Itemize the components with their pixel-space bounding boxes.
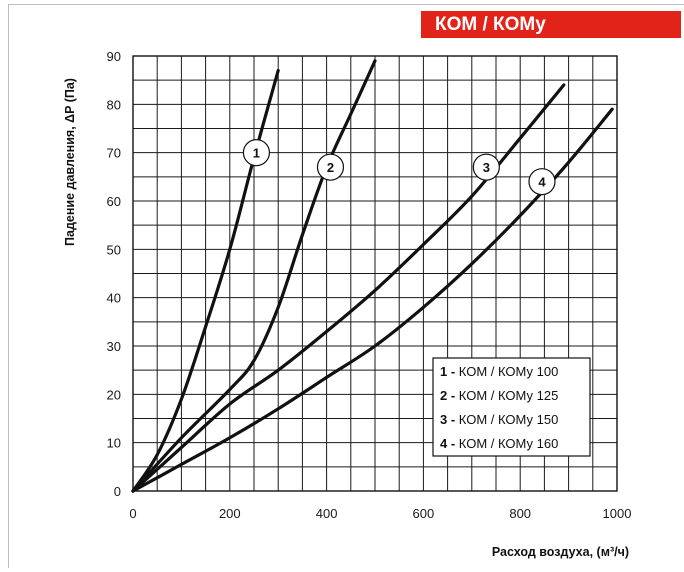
curve-number-label: 2 [327,160,334,175]
y-tick-label: 60 [107,194,121,209]
x-tick-label: 600 [413,506,435,521]
curve-number-circle [528,168,556,196]
curve-number-label: 1 [253,146,260,161]
legend-entry: 4 - КОМ / КОМу 160 [440,436,558,451]
x-tick-label: 0 [129,506,136,521]
x-tick-label: 200 [219,506,241,521]
product-banner: КОМ / КОМу [421,11,681,38]
legend-entry: 1 - КОМ / КОМу 100 [440,364,558,379]
y-tick-label: 30 [107,339,121,354]
curve-number-circle [472,153,500,181]
chart-legend: 1 - КОМ / КОМу 100 2 - КОМ / КОМу 125 3 - … [432,357,591,457]
y-tick-label: 70 [107,146,121,161]
y-tick-label: 0 [114,484,121,499]
y-tick-label: 20 [107,387,121,402]
plot-frame [132,55,618,492]
curve-number-circle [316,153,345,181]
y-axis-label: Падение давления, ΔP (Па) [63,78,77,246]
x-tick-label: 400 [316,506,338,521]
y-tick-label: 80 [107,97,121,112]
axis-ticks: 0 10 20 30 40 50 60 70 80 90 0 200 400 600 800 1000 [107,49,632,521]
frame-border-left [8,4,9,568]
curve-number-label: 3 [483,160,490,175]
x-axis-label: Расход воздуха, (м³/ч) [492,545,629,559]
y-tick-label: 40 [107,291,121,306]
x-tick-label: 1000 [603,506,632,521]
y-tick-label: 10 [107,436,121,451]
legend-entry: 2 - КОМ / КОМу 125 [440,388,558,403]
curve-number-circle [242,139,271,167]
series-line-2 [131,59,377,493]
curve-number-label: 4 [538,175,546,190]
frame-border-top [8,4,684,5]
curve-number-labels: 1 2 3 4 [242,139,556,196]
y-tick-label: 50 [107,242,121,257]
legend-entry: 3 - КОМ / КОМу 150 [440,412,558,427]
legend-box [432,357,591,457]
x-tick-label: 800 [509,506,531,521]
y-tick-label: 90 [107,49,121,64]
